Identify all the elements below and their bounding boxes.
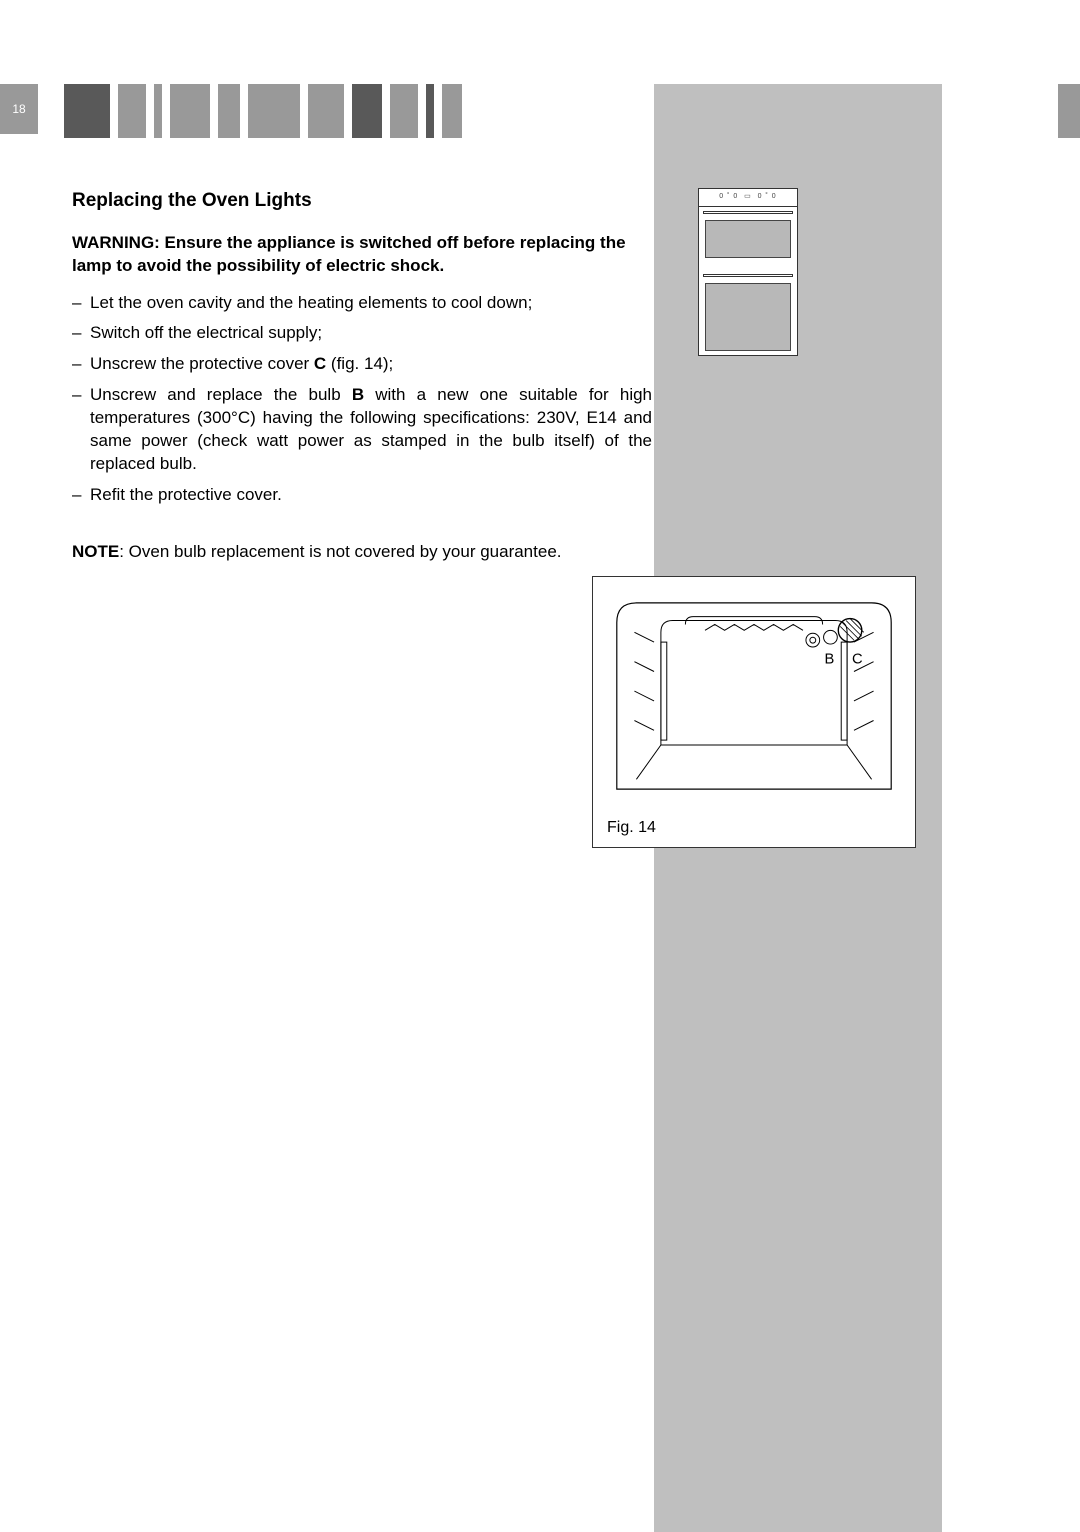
decor-bar [154, 84, 162, 138]
step-1: Let the oven cavity and the heating elem… [72, 292, 652, 315]
step-4: Unscrew and replace the bulb B with a ne… [72, 384, 652, 476]
warning-text: WARNING: Ensure the appliance is switche… [72, 232, 652, 278]
right-edge-tab [1058, 84, 1080, 138]
decor-bar [64, 84, 110, 138]
step-list: Let the oven cavity and the heating elem… [72, 292, 652, 508]
figure-14-svg: B C [607, 591, 901, 801]
step-3-post: (fig. 14); [326, 354, 393, 373]
oven-front-diagram: 0 ˚ 0 ▭ 0 ˚ 0 [698, 188, 798, 356]
step-3-bold: C [314, 354, 326, 373]
decor-bar [390, 84, 418, 138]
decor-bar [426, 84, 434, 138]
figure-label-c: C [852, 652, 863, 668]
figure-14-caption: Fig. 14 [607, 819, 656, 837]
section-title: Replacing the Oven Lights [72, 188, 652, 214]
step-4-pre: Unscrew and replace the bulb [90, 385, 352, 404]
decor-bar [442, 84, 462, 138]
oven-control-row: 0 ˚ 0 ▭ 0 ˚ 0 [699, 189, 797, 207]
decor-bar [170, 84, 210, 138]
oven-upper-cavity [705, 220, 791, 258]
step-5: Refit the protective cover. [72, 484, 652, 507]
oven-lower-handle [703, 274, 793, 277]
main-content: Replacing the Oven Lights WARNING: Ensur… [72, 188, 652, 564]
decor-bar [118, 84, 146, 138]
decor-bar [308, 84, 344, 138]
decor-bar [218, 84, 240, 138]
oven-lower-cavity [705, 283, 791, 351]
oven-upper-handle [703, 211, 793, 214]
decor-bar [352, 84, 382, 138]
note-text: : Oven bulb replacement is not covered b… [119, 542, 561, 561]
note-bold: NOTE [72, 542, 119, 561]
decor-bar [248, 84, 300, 138]
note-line: NOTE: Oven bulb replacement is not cover… [72, 541, 652, 564]
step-4-bold: B [352, 385, 364, 404]
step-3: Unscrew the protective cover C (fig. 14)… [72, 353, 652, 376]
figure-label-b: B [825, 652, 835, 668]
figure-14: B C Fig. 14 [592, 576, 916, 848]
step-3-pre: Unscrew the protective cover [90, 354, 314, 373]
step-2: Switch off the electrical supply; [72, 322, 652, 345]
page-number: 18 [0, 84, 38, 134]
header-decor-bars [64, 84, 462, 138]
